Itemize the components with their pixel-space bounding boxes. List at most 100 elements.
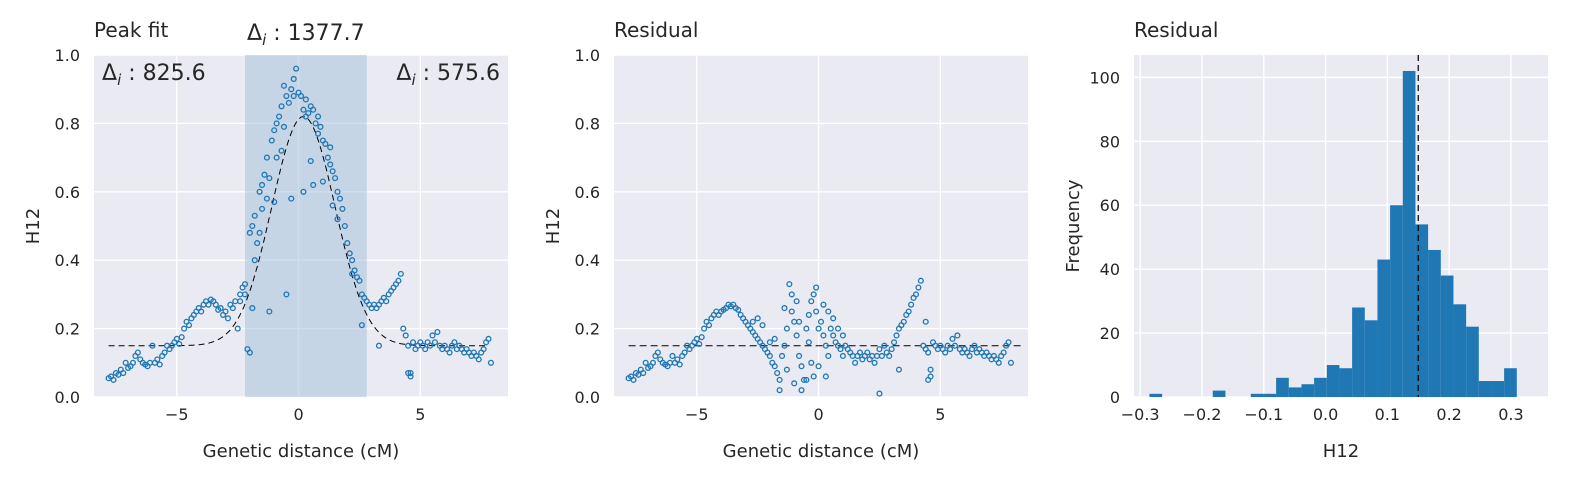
y-tick-label: 0.8 [55,114,80,133]
data-point [856,349,864,356]
y-tick-label: 0.0 [55,388,80,407]
shaded-region [244,55,367,397]
data-point [676,361,683,368]
data-point [344,240,351,247]
data-point [698,334,705,341]
data-point [375,342,382,349]
y-tick-label: 1.0 [575,46,600,65]
data-point [280,82,288,89]
data-point [654,349,661,356]
histogram-bar [1504,368,1517,397]
data-point [705,322,713,329]
data-point [288,195,295,202]
x-tick-label: 5 [935,405,945,424]
data-point [888,346,895,353]
data-point [409,339,417,346]
data-point [290,75,297,82]
x-tick-label: 0.0 [1313,405,1338,424]
data-point [176,340,183,348]
data-point [302,96,309,103]
data-point [798,363,805,370]
data-point [258,205,266,212]
data-point [129,359,137,366]
data-point [766,339,773,346]
data-point [446,349,453,356]
data-point [329,202,336,209]
data-point [915,284,922,291]
data-point [261,171,268,178]
histogram-bar [1377,259,1391,397]
histogram-bar [1415,224,1429,397]
data-point [837,346,844,353]
data-point [735,306,742,313]
data-point [283,291,290,298]
data-point [1007,359,1015,366]
data-point [268,137,275,144]
x-tick-label: 0.3 [1498,405,1523,424]
data-point [319,178,326,185]
delta-value: : 825.6 [121,61,205,86]
histogram-bar [1288,387,1302,397]
data-point [273,154,280,161]
data-point [314,130,322,137]
y-tick-label: 0.6 [55,183,80,202]
data-point [249,305,256,312]
data-point [263,195,270,202]
data-point [900,318,907,325]
data-point [397,270,404,277]
data-point [813,284,820,291]
data-point [110,376,117,383]
data-point [1000,349,1007,356]
data-point [310,106,317,113]
data-point [224,315,231,322]
data-point [813,308,820,315]
data-point [271,127,278,134]
data-point [966,352,973,360]
delta-value: : 1377.7 [266,21,364,46]
histogram-bar [1491,381,1505,397]
data-point [895,366,902,373]
x-axis-label: Genetic distance (cM) [723,441,920,462]
data-point [217,305,224,312]
y-axis-label: Frequency [1063,179,1084,272]
data-point [822,373,829,380]
data-point [246,349,253,356]
data-point [336,195,344,202]
data-point [161,349,168,356]
data-point [788,291,795,298]
data-point [251,212,258,219]
plot-area [1134,55,1548,397]
x-axis-label: H12 [1323,441,1359,462]
data-point [830,315,837,322]
data-point [332,175,339,182]
data-point [341,222,348,230]
delta-annotation: Δi : 575.6 [396,61,500,89]
data-point [810,291,817,298]
data-point [149,342,156,349]
data-point [852,359,859,366]
data-point [839,352,846,360]
data-point [395,277,402,284]
data-point [249,222,256,230]
data-point [805,339,812,346]
y-tick-label: 0.4 [55,251,80,270]
data-point [185,322,193,329]
data-point [407,370,414,377]
data-point [786,281,793,288]
data-point [781,342,788,349]
data-point [749,318,756,325]
fit-curve [108,116,489,347]
data-point [485,335,492,342]
data-point [878,352,885,360]
data-point [759,322,766,329]
data-point [925,376,932,383]
histogram-bar [1276,377,1289,397]
data-point [402,332,409,339]
data-point [134,349,141,356]
y-tick-label: 0 [1110,388,1120,407]
data-point [810,373,817,380]
plot-area [614,55,1028,397]
data-point [300,106,307,113]
data-point [942,349,949,356]
data-point [947,346,954,353]
